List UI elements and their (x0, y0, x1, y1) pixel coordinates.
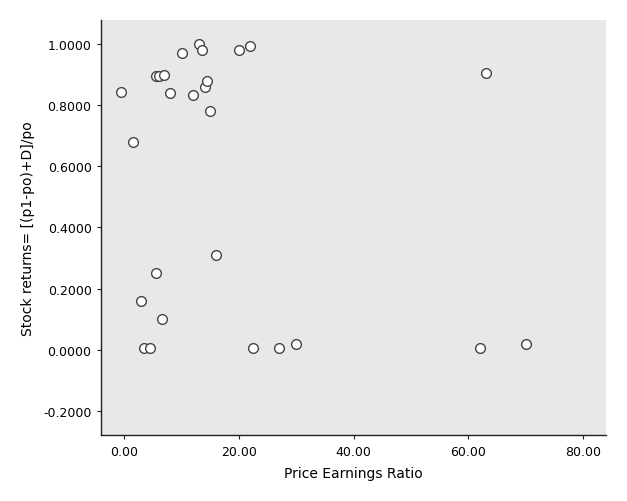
Point (159, 72, 169, 80)
Point (481, 70, 491, 78)
Point (205, 108, 215, 116)
Point (274, 344, 284, 352)
Point (475, 344, 485, 352)
Point (211, 252, 221, 260)
Point (177, 50, 187, 58)
Point (197, 47, 207, 55)
Point (117, 88, 127, 96)
Point (188, 92, 198, 100)
X-axis label: Price Earnings Ratio: Price Earnings Ratio (284, 466, 423, 480)
Point (199, 84, 209, 92)
Point (521, 340, 531, 348)
Point (150, 73, 161, 81)
Point (165, 90, 175, 98)
Point (292, 340, 302, 348)
Point (248, 344, 258, 352)
Point (154, 73, 164, 81)
Point (245, 43, 255, 51)
Point (234, 47, 244, 55)
Point (139, 344, 149, 352)
Y-axis label: Stock returns= [(p1-po)+D]/po: Stock returns= [(p1-po)+D]/po (21, 121, 35, 335)
Point (157, 316, 167, 324)
Point (203, 78, 213, 86)
Point (150, 270, 161, 278)
Point (137, 297, 147, 305)
Point (194, 41, 204, 49)
Point (128, 139, 138, 147)
Point (145, 344, 155, 352)
